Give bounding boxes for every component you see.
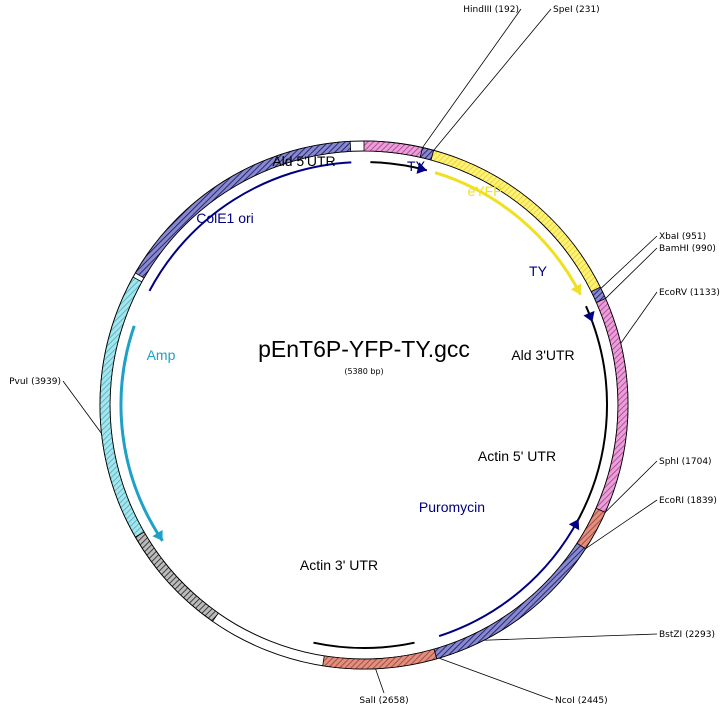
arrow-amp xyxy=(119,325,164,542)
arrow-ald3utr xyxy=(573,321,608,527)
site-label-ecorv: EcoRV (1133) xyxy=(659,288,720,298)
site-label-sali: SalI (2658) xyxy=(359,696,408,706)
feature-label-cole1ori: ColE1 ori xyxy=(196,210,254,226)
site-label-ncoi: NcoI (2445) xyxy=(555,696,608,706)
feature-label-actin3utr: Actin 3' UTR xyxy=(300,557,378,573)
site-label-bstzi: BstZI (2293) xyxy=(659,630,715,640)
site-label-sphi: SphI (1704) xyxy=(659,457,712,467)
site-line-ncoi xyxy=(438,657,554,701)
site-label-bamhi: BamHI (990) xyxy=(659,244,716,254)
arrow-ty-2-head xyxy=(583,310,595,322)
site-line-bstzi xyxy=(483,633,658,641)
feature-label-actin5utr: Actin 5' UTR xyxy=(478,448,556,464)
site-label-hindiii: HindIII (192) xyxy=(463,5,519,15)
plasmid-name: pEnT6P-YFP-TY.gcc xyxy=(258,336,470,362)
plasmid-size: (5380 bp) xyxy=(344,367,383,376)
feature-label-ald3utr: Ald 3'UTR xyxy=(511,347,574,363)
site-line-sali xyxy=(375,668,385,694)
site-label-xbai: XbaI (951) xyxy=(659,232,706,242)
segment-eyfp xyxy=(430,149,601,293)
site-line-sphi xyxy=(604,460,658,513)
feature-label-amp: Amp xyxy=(147,347,176,363)
segment-amp xyxy=(99,276,145,538)
arrow-ald5utr-head xyxy=(416,162,427,174)
site-line-xbai xyxy=(600,235,658,289)
segment-actin3utr xyxy=(322,648,438,670)
arrow-cole1ori xyxy=(148,161,352,292)
arrow-puromycin-head xyxy=(568,519,580,531)
backbone-inner-ring xyxy=(109,150,619,660)
arrow-eyfp xyxy=(434,171,582,296)
site-line-bamhi xyxy=(605,247,658,299)
arrow-amp-head xyxy=(152,529,163,541)
site-line-pvui xyxy=(62,380,102,434)
site-line-hindiii xyxy=(422,8,522,148)
segment-ald3utr xyxy=(595,297,629,513)
site-line-ecorv xyxy=(620,291,658,344)
feature-arrows xyxy=(119,161,608,649)
site-line-ecori xyxy=(585,499,658,550)
restriction-sites: HindIII (192) SpeI (231) XbaI (951) BamHI (… xyxy=(9,5,720,706)
backbone-segments xyxy=(99,140,629,670)
site-line-spei xyxy=(433,8,552,151)
segment-spacer xyxy=(134,531,219,622)
site-label-ecori: EcoRI (1839) xyxy=(659,496,717,506)
segment-cole1ori xyxy=(134,140,352,279)
arrow-eyfp-head xyxy=(570,283,582,295)
arrow-puromycin xyxy=(438,518,580,638)
segment-puromycin xyxy=(433,542,586,660)
feature-label-ald5utr: Ald 5'UTR xyxy=(272,153,335,169)
feature-label-ty-1: TY xyxy=(407,158,426,174)
feature-label-ty-2: TY xyxy=(529,263,548,279)
arrow-actin3utr xyxy=(313,641,415,649)
site-label-spei: SpeI (231) xyxy=(553,5,600,15)
segment-ald5utr xyxy=(363,140,423,158)
feature-label-eyfp: eYFP xyxy=(467,183,502,199)
feature-label-puromycin: Puromycin xyxy=(419,499,485,515)
site-label-pvui: PvuI (3939) xyxy=(9,377,61,387)
